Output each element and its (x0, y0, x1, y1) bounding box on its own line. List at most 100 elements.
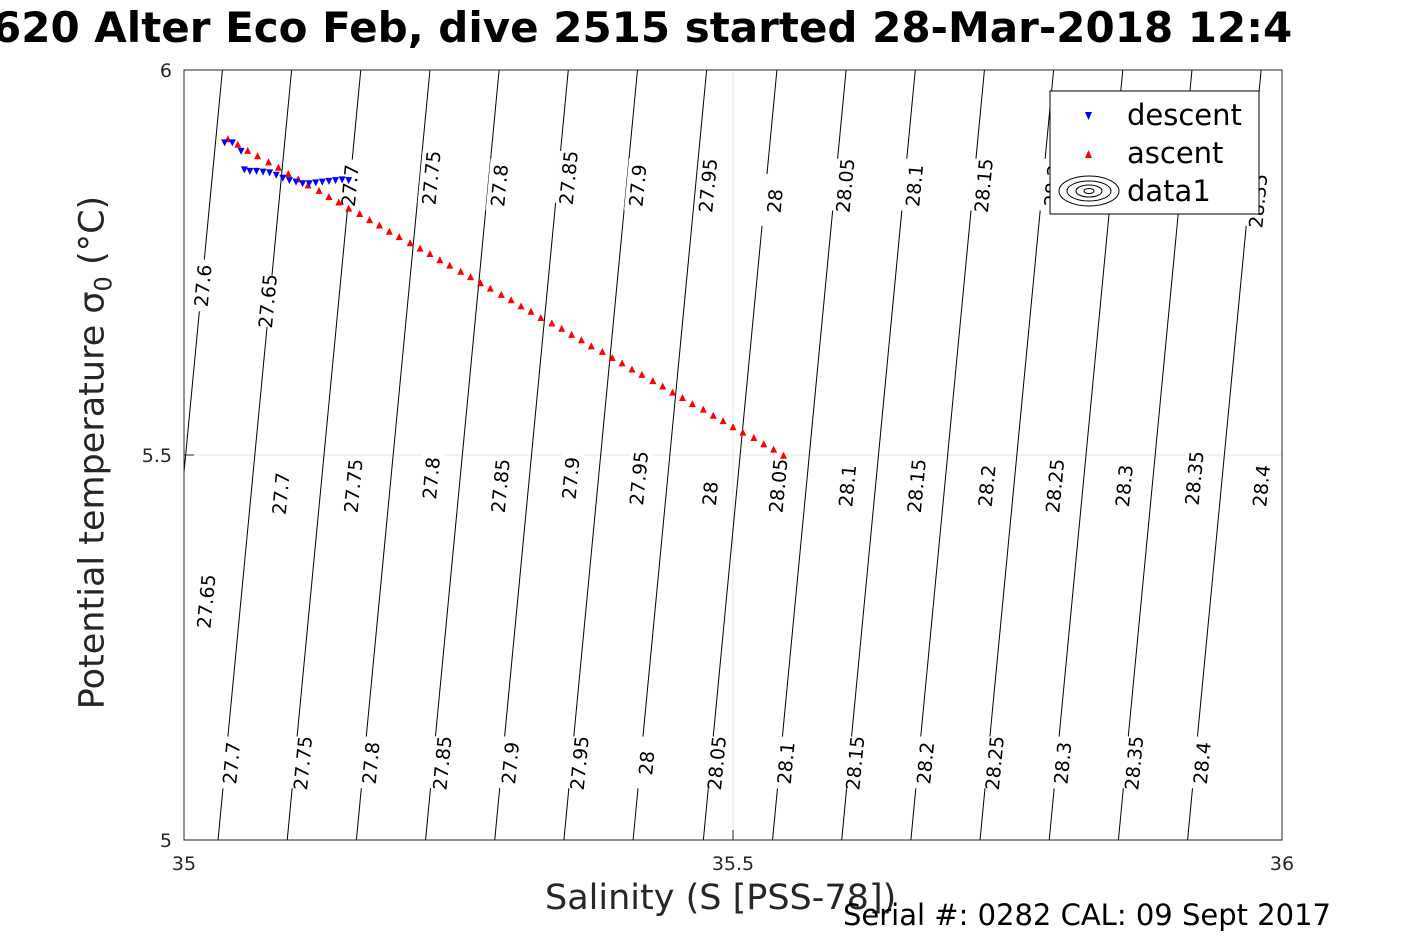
contour-label: 27.95 (567, 735, 594, 791)
contour-label: 27.95 (626, 450, 653, 506)
contour-label-bg (1048, 736, 1076, 790)
contour-label-bg (980, 736, 1008, 790)
contour-label-bg (289, 736, 317, 790)
ascent-point (416, 244, 424, 252)
contour-label-bg (267, 466, 295, 521)
contour-label-bg (217, 736, 245, 790)
ascent-point (587, 342, 595, 350)
contour-label: 27.8 (419, 456, 445, 500)
ascent-point (244, 146, 252, 154)
contour-label: 27.75 (419, 150, 446, 206)
descent-point (292, 178, 300, 186)
isopycnal-27.7 (217, 70, 293, 840)
contour-label-bg (900, 158, 928, 213)
legend-ascent-marker (1085, 150, 1092, 158)
contour-label: 28 (699, 481, 723, 507)
contour-label-bg (339, 458, 367, 513)
contour-label: 27.65 (193, 573, 220, 629)
descent-point (325, 177, 333, 185)
ascent-point (739, 428, 747, 436)
contour-label: 27.85 (556, 150, 583, 206)
x-axis-label: Salinity (S [PSS-78]) (545, 878, 897, 918)
ascent-point (395, 233, 403, 241)
contour-label-bg (336, 158, 364, 213)
isopycnal-28 (632, 70, 708, 840)
contour-label: 27.7 (338, 163, 364, 207)
contour-label: 27.85 (429, 735, 456, 791)
contour-label: 27.75 (341, 458, 368, 514)
ascent-point (649, 377, 657, 385)
ascent-point (457, 267, 465, 275)
contour-label-bg (764, 458, 792, 513)
contour-label-bg (696, 466, 724, 521)
ascent-point (659, 382, 667, 390)
contour-label-bg (831, 158, 859, 213)
ascent-point (335, 198, 343, 206)
ascent-point (476, 279, 484, 287)
ascent-point (729, 423, 737, 431)
descent-point (272, 171, 280, 179)
legend: descent ascent data1 (1049, 90, 1260, 215)
contour-label: 28.05 (704, 735, 731, 791)
grid (184, 70, 1282, 840)
contour-label: 28.1 (774, 741, 800, 785)
contour-label-bg (1180, 451, 1208, 506)
contour-label-bg (625, 451, 652, 506)
ascent-point (517, 302, 525, 310)
ascent-point (315, 186, 323, 194)
contour-label-bg (486, 458, 514, 513)
ascent-point (577, 336, 585, 344)
contour-label: 27.8 (487, 163, 513, 207)
contour-label: 27.7 (269, 471, 295, 515)
contour-label-bg (254, 274, 281, 328)
ascent-point (750, 434, 758, 442)
contour-label-bg (557, 451, 584, 506)
contour-label: 28.35 (1182, 450, 1209, 506)
ascent-point (356, 209, 364, 217)
contour-label-bg (189, 258, 217, 313)
contour-label-bg (1041, 458, 1069, 513)
contour-label: 28.25 (982, 735, 1009, 791)
descent-point (279, 174, 287, 182)
ascent-point (467, 273, 475, 281)
descent-point (318, 178, 326, 186)
contour-label-bg (703, 736, 730, 790)
contour-label: 28.3 (1050, 741, 1076, 785)
contour-label-bg (1188, 736, 1216, 790)
ascent-point (760, 440, 768, 448)
contour-label: 27.75 (290, 735, 317, 791)
contour-label: 28.15 (971, 157, 998, 213)
legend-box (1049, 90, 1260, 215)
contour-label-bg (772, 736, 800, 790)
ascent-point (719, 417, 727, 425)
descent-point (338, 176, 346, 184)
isopycnal-27.8 (355, 70, 431, 840)
ascent-point (325, 193, 333, 201)
y-tick-label: 5.5 (142, 445, 172, 467)
ascent-point (638, 370, 646, 378)
ascent-point (598, 347, 606, 355)
contour-label: 28.15 (904, 458, 931, 514)
descent-point (259, 168, 267, 176)
y-tick-label: 5 (160, 830, 172, 852)
contour-label: 27.8 (359, 741, 385, 785)
ascent-point (304, 181, 312, 189)
contour-label-bg (1247, 458, 1275, 513)
contour-labels: 27.6 27.65 27.7 27.75 27.8 27.85 27.9 27.95 28 28… (189, 150, 1275, 791)
descent-point (221, 139, 229, 147)
contour-label-bg (973, 458, 1001, 513)
contour-label: 28 (635, 750, 659, 776)
contour-label: 28.2 (975, 464, 1001, 508)
descent-point (312, 179, 320, 187)
ascent-point (497, 290, 505, 298)
ascent-point (486, 284, 494, 292)
contour-label: 28.2 (913, 741, 939, 785)
contour-label: 28.25 (1042, 458, 1069, 514)
contour-label: 28.35 (1121, 735, 1148, 791)
descent-point (266, 169, 274, 177)
contour-label: 27.6 (191, 264, 217, 308)
x-tick-label: 35 (172, 853, 196, 875)
contour-label-bg (1110, 458, 1138, 513)
contour-label-bg (1120, 736, 1148, 790)
chart-title: 620 Alter Eco Feb, dive 2515 started 28-… (0, 3, 1293, 52)
